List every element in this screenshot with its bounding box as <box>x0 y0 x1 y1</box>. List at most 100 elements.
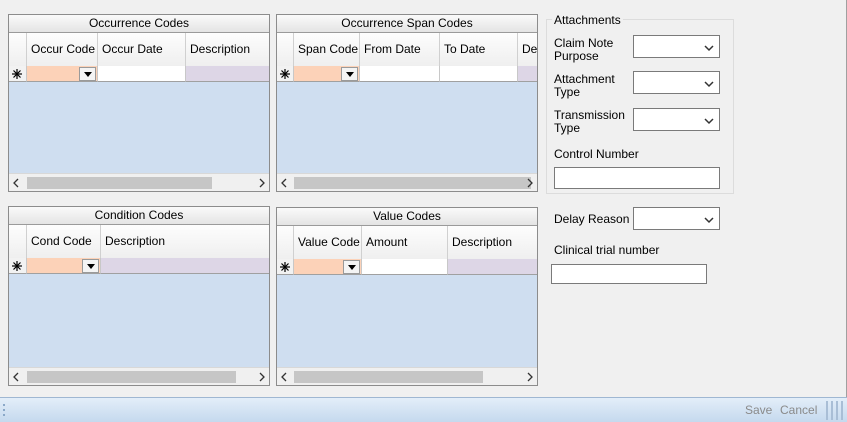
row-header-corner <box>9 225 27 259</box>
row-header-corner <box>9 33 27 67</box>
grip <box>3 404 5 416</box>
scroll-left-svg <box>13 372 19 382</box>
scroll-right-svg <box>259 178 265 188</box>
cell-dropdown-arrow <box>342 68 358 83</box>
scroll-left <box>11 177 21 191</box>
grid-title: Condition Codes <box>9 207 269 225</box>
column-header[interactable]: Occur Code <box>27 33 98 67</box>
control-number-input[interactable] <box>554 167 720 189</box>
scroll-right <box>257 177 267 191</box>
dropdown[interactable] <box>633 71 720 94</box>
column-header[interactable]: To Date <box>440 33 518 67</box>
dropdown-arrow-svg <box>704 45 714 52</box>
new-row-icon-svg <box>12 69 22 79</box>
cell-dropdown-arrow <box>344 261 360 276</box>
cancel-button[interactable]: Cancel <box>780 403 818 417</box>
dropdown-arrow-svg <box>704 81 714 88</box>
scroll-thumb[interactable] <box>27 371 236 383</box>
new-row-icon-svg <box>280 262 290 272</box>
new-row-icon <box>279 68 291 83</box>
footer-bar: Save Cancel <box>0 397 847 422</box>
scroll-left-svg <box>281 372 287 382</box>
cell-dropdown-arrow-svg <box>346 72 354 77</box>
scroll-left-svg <box>13 178 19 188</box>
scroll-right <box>525 177 535 191</box>
save-button[interactable]: Save <box>745 403 773 417</box>
scroll-thumb[interactable] <box>294 177 531 189</box>
attachments-group <box>546 19 734 194</box>
column-header[interactable]: Cond Code <box>27 225 101 259</box>
new-row-marker <box>9 258 27 274</box>
combo-cell[interactable] <box>294 66 360 82</box>
new-row-icon-svg <box>280 69 290 79</box>
scroll-right-svg <box>527 372 533 382</box>
dropdown-arrow <box>702 115 716 129</box>
field-label: Transmission Type <box>554 108 625 135</box>
combo-cell[interactable] <box>294 259 362 275</box>
cell-dropdown[interactable] <box>343 260 360 274</box>
scroll-thumb[interactable] <box>294 371 483 383</box>
combo-cell[interactable] <box>27 66 98 82</box>
column-header[interactable]: From Date <box>360 33 440 67</box>
data-grid: Value Codes Value Code Amount Description <box>276 207 538 386</box>
scroll-right <box>257 371 267 385</box>
group-title: Attachments <box>552 13 623 27</box>
readonly-cell <box>186 66 269 82</box>
cell-dropdown[interactable] <box>341 67 358 81</box>
cell-dropdown[interactable] <box>79 67 96 81</box>
dropdown[interactable] <box>633 207 720 230</box>
h-scrollbar <box>9 173 269 191</box>
row-header-corner <box>277 33 294 67</box>
cell-dropdown-arrow <box>80 68 96 83</box>
clinical-trial-input[interactable] <box>551 264 707 284</box>
data-grid: Occurrence Codes Occur Code Occur Date Desc… <box>8 14 270 192</box>
field-label: Delay Reason <box>554 212 630 226</box>
input-cell[interactable] <box>360 66 440 82</box>
new-row-icon <box>11 260 23 275</box>
input-cell[interactable] <box>98 66 186 82</box>
data-grid: Occurrence Span Codes Span Code From Date T… <box>276 14 538 192</box>
column-header[interactable]: Description <box>448 226 537 260</box>
field-label: Clinical trial number <box>554 243 660 257</box>
column-header[interactable]: Description <box>101 225 269 259</box>
dropdown-arrow-svg <box>704 118 714 125</box>
input-cell[interactable] <box>362 259 448 275</box>
cell-dropdown-arrow-svg <box>348 265 356 270</box>
scroll-right <box>525 371 535 385</box>
dropdown-arrow <box>702 78 716 92</box>
scroll-thumb[interactable] <box>27 177 212 189</box>
column-header[interactable]: Amount <box>362 226 448 260</box>
row-header-corner <box>277 226 294 260</box>
column-header[interactable]: Span Code <box>294 33 360 67</box>
h-scrollbar <box>9 367 269 385</box>
scroll-left <box>279 371 289 385</box>
new-row-icon <box>279 261 291 276</box>
readonly-cell <box>101 258 269 274</box>
column-header[interactable]: Value Code <box>294 226 362 260</box>
input-cell[interactable] <box>440 66 518 82</box>
scroll-right-svg <box>527 178 533 188</box>
dropdown[interactable] <box>633 108 720 131</box>
new-row-marker <box>277 66 294 82</box>
grid-title: Value Codes <box>277 208 537 226</box>
column-header[interactable]: Occur Date <box>98 33 186 67</box>
grid-title: Occurrence Codes <box>9 15 269 33</box>
resize-grip <box>826 401 843 420</box>
dropdown[interactable] <box>633 35 720 58</box>
new-row-icon <box>11 68 23 83</box>
column-header[interactable]: Description <box>518 33 537 67</box>
dropdown-arrow <box>702 42 716 56</box>
readonly-cell <box>448 259 537 275</box>
h-scrollbar <box>277 367 537 385</box>
combo-cell[interactable] <box>27 258 101 274</box>
dropdown-arrow-svg <box>704 217 714 224</box>
new-row-marker <box>9 66 27 82</box>
column-header[interactable]: Description <box>186 33 269 67</box>
h-scrollbar <box>277 173 537 191</box>
new-row-icon-svg <box>12 261 22 271</box>
cell-dropdown[interactable] <box>82 259 99 273</box>
data-grid: Condition Codes Cond Code Description <box>8 206 270 386</box>
field-label: Control Number <box>554 147 639 161</box>
scroll-right-svg <box>259 372 265 382</box>
